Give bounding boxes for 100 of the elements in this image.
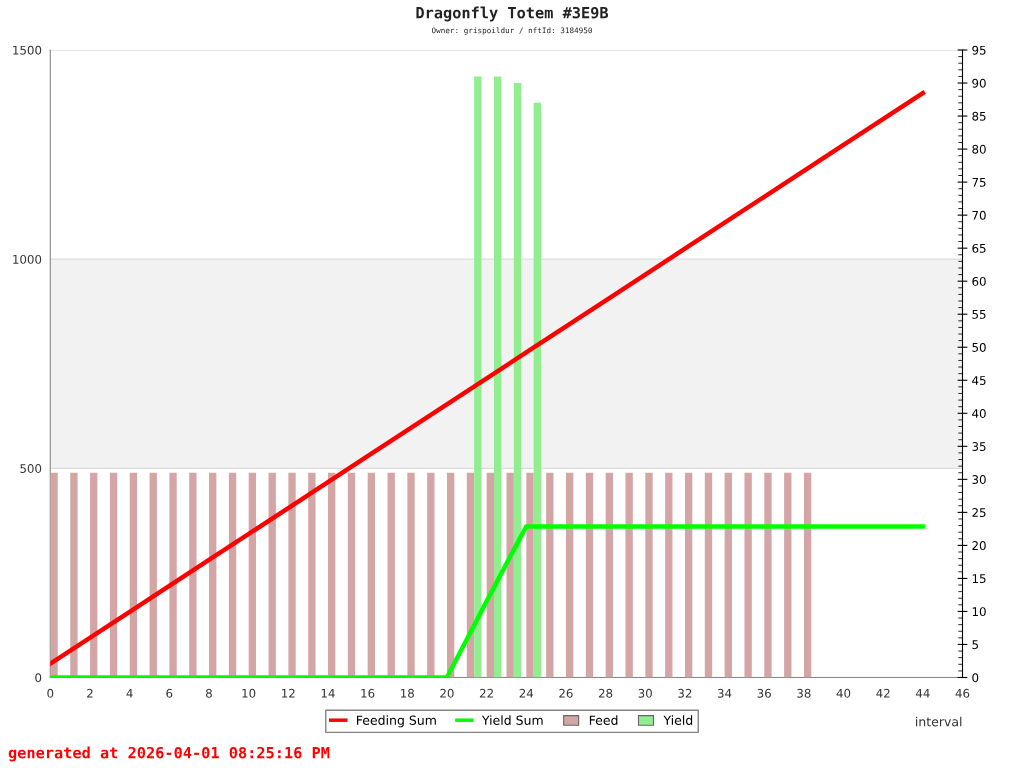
x-tick-label: 40 — [836, 688, 851, 698]
bar — [784, 472, 792, 678]
y2-tick-label: 5 — [972, 640, 979, 650]
bar — [585, 472, 594, 678]
bar — [665, 472, 673, 678]
bar — [526, 472, 534, 678]
y2-tick-label: 55 — [972, 310, 986, 319]
x-tick-label: 2 — [87, 688, 93, 698]
bar — [546, 472, 554, 678]
bar — [70, 472, 78, 678]
bar — [645, 472, 653, 678]
bar — [387, 472, 395, 678]
bar — [466, 472, 475, 678]
x-tick-label: 24 — [519, 688, 534, 698]
bar — [407, 472, 415, 678]
y2-tick-label: 65 — [972, 243, 986, 253]
bar — [494, 76, 502, 678]
y-tick-label: 1500 — [13, 45, 42, 55]
bar — [684, 472, 693, 678]
y2-tick-label: 85 — [972, 111, 986, 121]
legend-label: Yield — [663, 715, 693, 725]
bar — [513, 83, 522, 678]
bar — [50, 472, 58, 678]
x-tick-label: 0 — [47, 688, 54, 698]
bar — [605, 472, 613, 678]
x-tick-label: 46 — [955, 688, 970, 698]
y2-tick-label: 60 — [972, 276, 986, 286]
bar — [149, 472, 157, 678]
y2-tick-label: 75 — [972, 177, 986, 187]
x-tick-label: 16 — [361, 688, 375, 698]
y2-tick-label: 95 — [972, 45, 986, 55]
y2-tick-label: 35 — [972, 442, 986, 451]
y2-tick-label: 30 — [972, 475, 986, 484]
x-tick-label: 12 — [282, 688, 295, 698]
y2-tick-label: 20 — [972, 541, 986, 551]
x-tick-label: 10 — [242, 688, 256, 698]
bar — [803, 472, 812, 678]
bar — [228, 472, 237, 678]
bar — [129, 472, 138, 678]
x-tick-label: 20 — [440, 688, 454, 698]
x-tick-label: 4 — [126, 688, 133, 698]
legend-label: Feed — [589, 715, 618, 725]
x-tick-label: 44 — [915, 688, 930, 698]
y2-tick-label: 90 — [972, 78, 986, 88]
bar — [109, 472, 118, 678]
bar — [724, 472, 732, 678]
y-tick-label: 0 — [35, 673, 42, 683]
y2-tick-label: 50 — [972, 342, 986, 352]
bar — [248, 472, 257, 678]
chart-title: Dragonfly Totem #3E9B — [416, 6, 609, 22]
line-series — [50, 90, 926, 666]
y2-tick-label: 40 — [972, 409, 986, 418]
bar — [764, 472, 772, 678]
bar — [427, 472, 435, 678]
bar — [744, 472, 752, 678]
x-tick-label: 6 — [166, 688, 173, 698]
bar — [169, 472, 177, 678]
bar — [486, 472, 495, 678]
line-series — [50, 524, 926, 678]
bar — [565, 472, 574, 678]
bar — [268, 472, 276, 678]
y2-tick-label: 0 — [972, 673, 979, 683]
bar — [288, 472, 296, 678]
bar — [328, 472, 336, 678]
bar — [308, 472, 316, 678]
y2-tick-label: 80 — [972, 144, 986, 154]
bar — [209, 472, 217, 678]
y2-tick-label: 70 — [972, 210, 986, 220]
y-tick-label: 500 — [20, 464, 42, 473]
x-tick-label: 8 — [205, 688, 212, 698]
x-axis-title: interval — [916, 716, 962, 727]
x-tick-label: 18 — [401, 688, 414, 698]
legend-label: Yield Sum — [481, 715, 543, 725]
y2-tick-label: 10 — [972, 607, 986, 617]
bar — [447, 472, 455, 678]
x-tick-label: 36 — [757, 688, 771, 698]
bar — [506, 472, 514, 678]
x-tick-label: 38 — [797, 688, 811, 698]
x-tick-label: 26 — [559, 688, 573, 698]
x-tick-label: 42 — [876, 688, 890, 698]
x-tick-label: 30 — [638, 688, 652, 698]
legend-label: Feeding Sum — [356, 715, 436, 728]
bar — [625, 472, 633, 678]
bar — [347, 472, 356, 678]
bar — [189, 472, 197, 678]
x-tick-label: 14 — [321, 688, 335, 698]
x-tick-label: 34 — [717, 688, 732, 698]
x-tick-label: 22 — [479, 688, 493, 698]
y-tick-label: 1000 — [13, 254, 42, 264]
y2-tick-label: 45 — [972, 376, 986, 385]
bar — [533, 102, 541, 678]
x-tick-label: 32 — [678, 688, 692, 698]
bar — [90, 472, 98, 678]
y2-tick-label: 25 — [972, 508, 986, 518]
y2-tick-label: 15 — [972, 574, 986, 584]
x-tick-label: 28 — [598, 688, 613, 698]
text: generated at 2026-04-01 08:25:16 PM — [8, 746, 330, 762]
bar — [367, 472, 376, 678]
bar — [474, 76, 482, 678]
bar — [704, 472, 713, 678]
